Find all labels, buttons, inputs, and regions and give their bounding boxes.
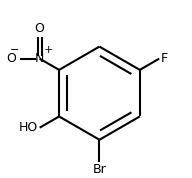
Text: O: O (35, 22, 45, 35)
Text: O: O (6, 52, 16, 65)
Text: −: − (10, 45, 19, 55)
Text: Br: Br (93, 163, 106, 176)
Text: F: F (161, 52, 168, 65)
Text: +: + (44, 45, 53, 55)
Text: N: N (35, 52, 44, 65)
Text: HO: HO (19, 121, 38, 134)
